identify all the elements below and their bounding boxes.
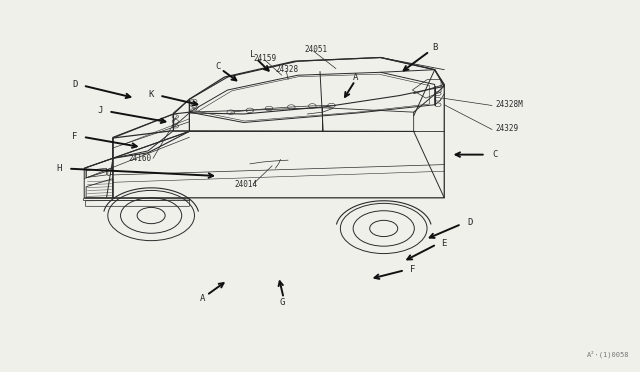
Text: A²·(1)0058: A²·(1)0058	[586, 350, 629, 358]
Text: D: D	[467, 218, 472, 227]
Text: 24328: 24328	[275, 65, 298, 74]
Text: E: E	[442, 239, 447, 248]
Text: K: K	[148, 90, 154, 99]
Text: L: L	[250, 51, 256, 60]
Text: A: A	[200, 294, 205, 303]
Text: C: C	[215, 61, 221, 71]
Text: G: G	[279, 298, 284, 307]
Text: F: F	[410, 264, 415, 273]
Text: A: A	[353, 73, 358, 81]
Text: 24160: 24160	[129, 154, 152, 163]
Text: 24329: 24329	[495, 124, 518, 133]
Text: 24051: 24051	[304, 45, 327, 54]
Text: 24328M: 24328M	[495, 100, 523, 109]
Text: 24014: 24014	[234, 180, 257, 189]
Text: C: C	[493, 150, 498, 159]
Text: J: J	[97, 106, 103, 115]
Text: H: H	[56, 164, 61, 173]
Text: D: D	[72, 80, 77, 89]
Text: B: B	[432, 43, 437, 52]
Text: F: F	[72, 132, 77, 141]
Text: 24159: 24159	[253, 54, 276, 63]
